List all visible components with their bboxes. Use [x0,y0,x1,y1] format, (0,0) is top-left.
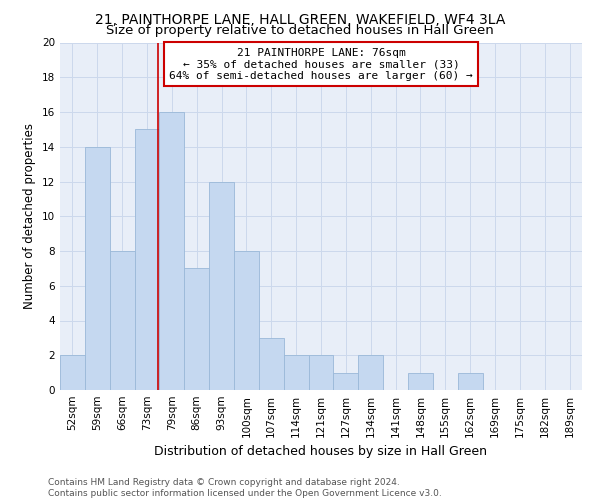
Text: 21, PAINTHORPE LANE, HALL GREEN, WAKEFIELD, WF4 3LA: 21, PAINTHORPE LANE, HALL GREEN, WAKEFIE… [95,12,505,26]
Bar [308,355,334,390]
Bar [184,268,209,390]
Bar [110,251,134,390]
Bar [209,182,234,390]
Bar [60,355,85,390]
Text: 21 PAINTHORPE LANE: 76sqm
← 35% of detached houses are smaller (33)
64% of semi-: 21 PAINTHORPE LANE: 76sqm ← 35% of detac… [169,48,473,81]
Bar [85,147,110,390]
Bar [160,112,184,390]
Bar [408,372,433,390]
Bar [134,130,160,390]
Bar [334,372,358,390]
Bar [458,372,482,390]
X-axis label: Distribution of detached houses by size in Hall Green: Distribution of detached houses by size … [155,446,487,458]
Text: Size of property relative to detached houses in Hall Green: Size of property relative to detached ho… [106,24,494,37]
Bar [358,355,383,390]
Bar [234,251,259,390]
Bar [284,355,308,390]
Bar [259,338,284,390]
Y-axis label: Number of detached properties: Number of detached properties [23,123,37,309]
Text: Contains HM Land Registry data © Crown copyright and database right 2024.
Contai: Contains HM Land Registry data © Crown c… [48,478,442,498]
